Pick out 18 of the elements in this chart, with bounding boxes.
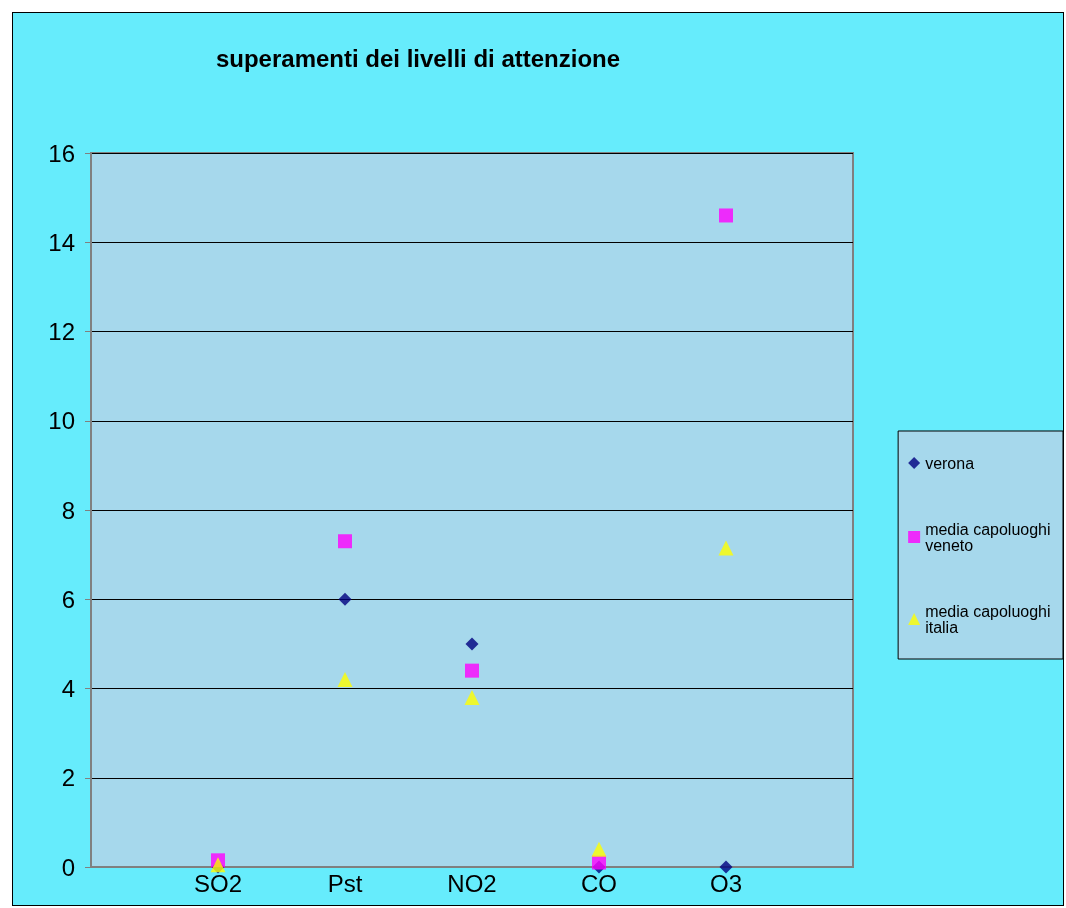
x-tick-label: SO2: [193, 869, 243, 897]
y-tick-label: 2: [61, 764, 75, 792]
x-tick-label: CO: [581, 869, 617, 897]
legend-label: verona: [925, 454, 975, 472]
y-tick-label: 16: [48, 139, 75, 167]
y-tick-label: 14: [48, 228, 75, 256]
x-tick-label: NO2: [447, 869, 497, 897]
y-tick-label: 4: [61, 675, 75, 702]
y-tick-label: 0: [61, 853, 75, 881]
y-tick-label: 12: [48, 318, 75, 345]
legend-label: media capoluoghi italia: [925, 602, 1056, 636]
y-tick-label: 8: [61, 496, 75, 524]
x-tick-label: O3: [709, 869, 743, 897]
chart-title: superamenti dei livelli di attenzione: [215, 44, 621, 72]
y-tick-label: 10: [48, 407, 75, 435]
legend-label: media capoluoghi veneto: [925, 520, 1056, 554]
x-tick-label: Pst: [327, 869, 363, 897]
y-tick-label: 6: [61, 585, 75, 613]
